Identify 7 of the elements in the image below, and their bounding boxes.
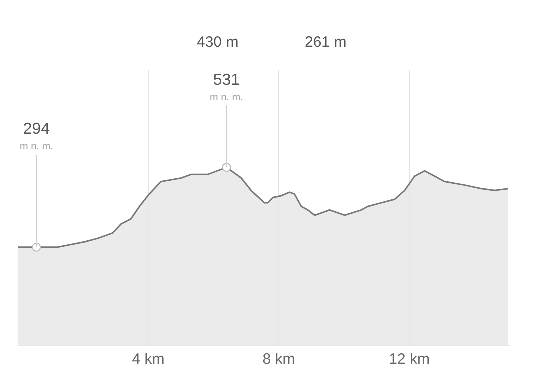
- x-tick-label: 4 km: [132, 351, 165, 368]
- x-tick-label: 8 km: [262, 351, 296, 368]
- text: 430 m: [197, 34, 239, 51]
- annotation: 294 m n. m.: [20, 121, 54, 153]
- annotation: 531 m n. m.: [210, 72, 244, 104]
- text: 261 m: [305, 34, 347, 51]
- x-tick-label: 12 km: [389, 351, 430, 368]
